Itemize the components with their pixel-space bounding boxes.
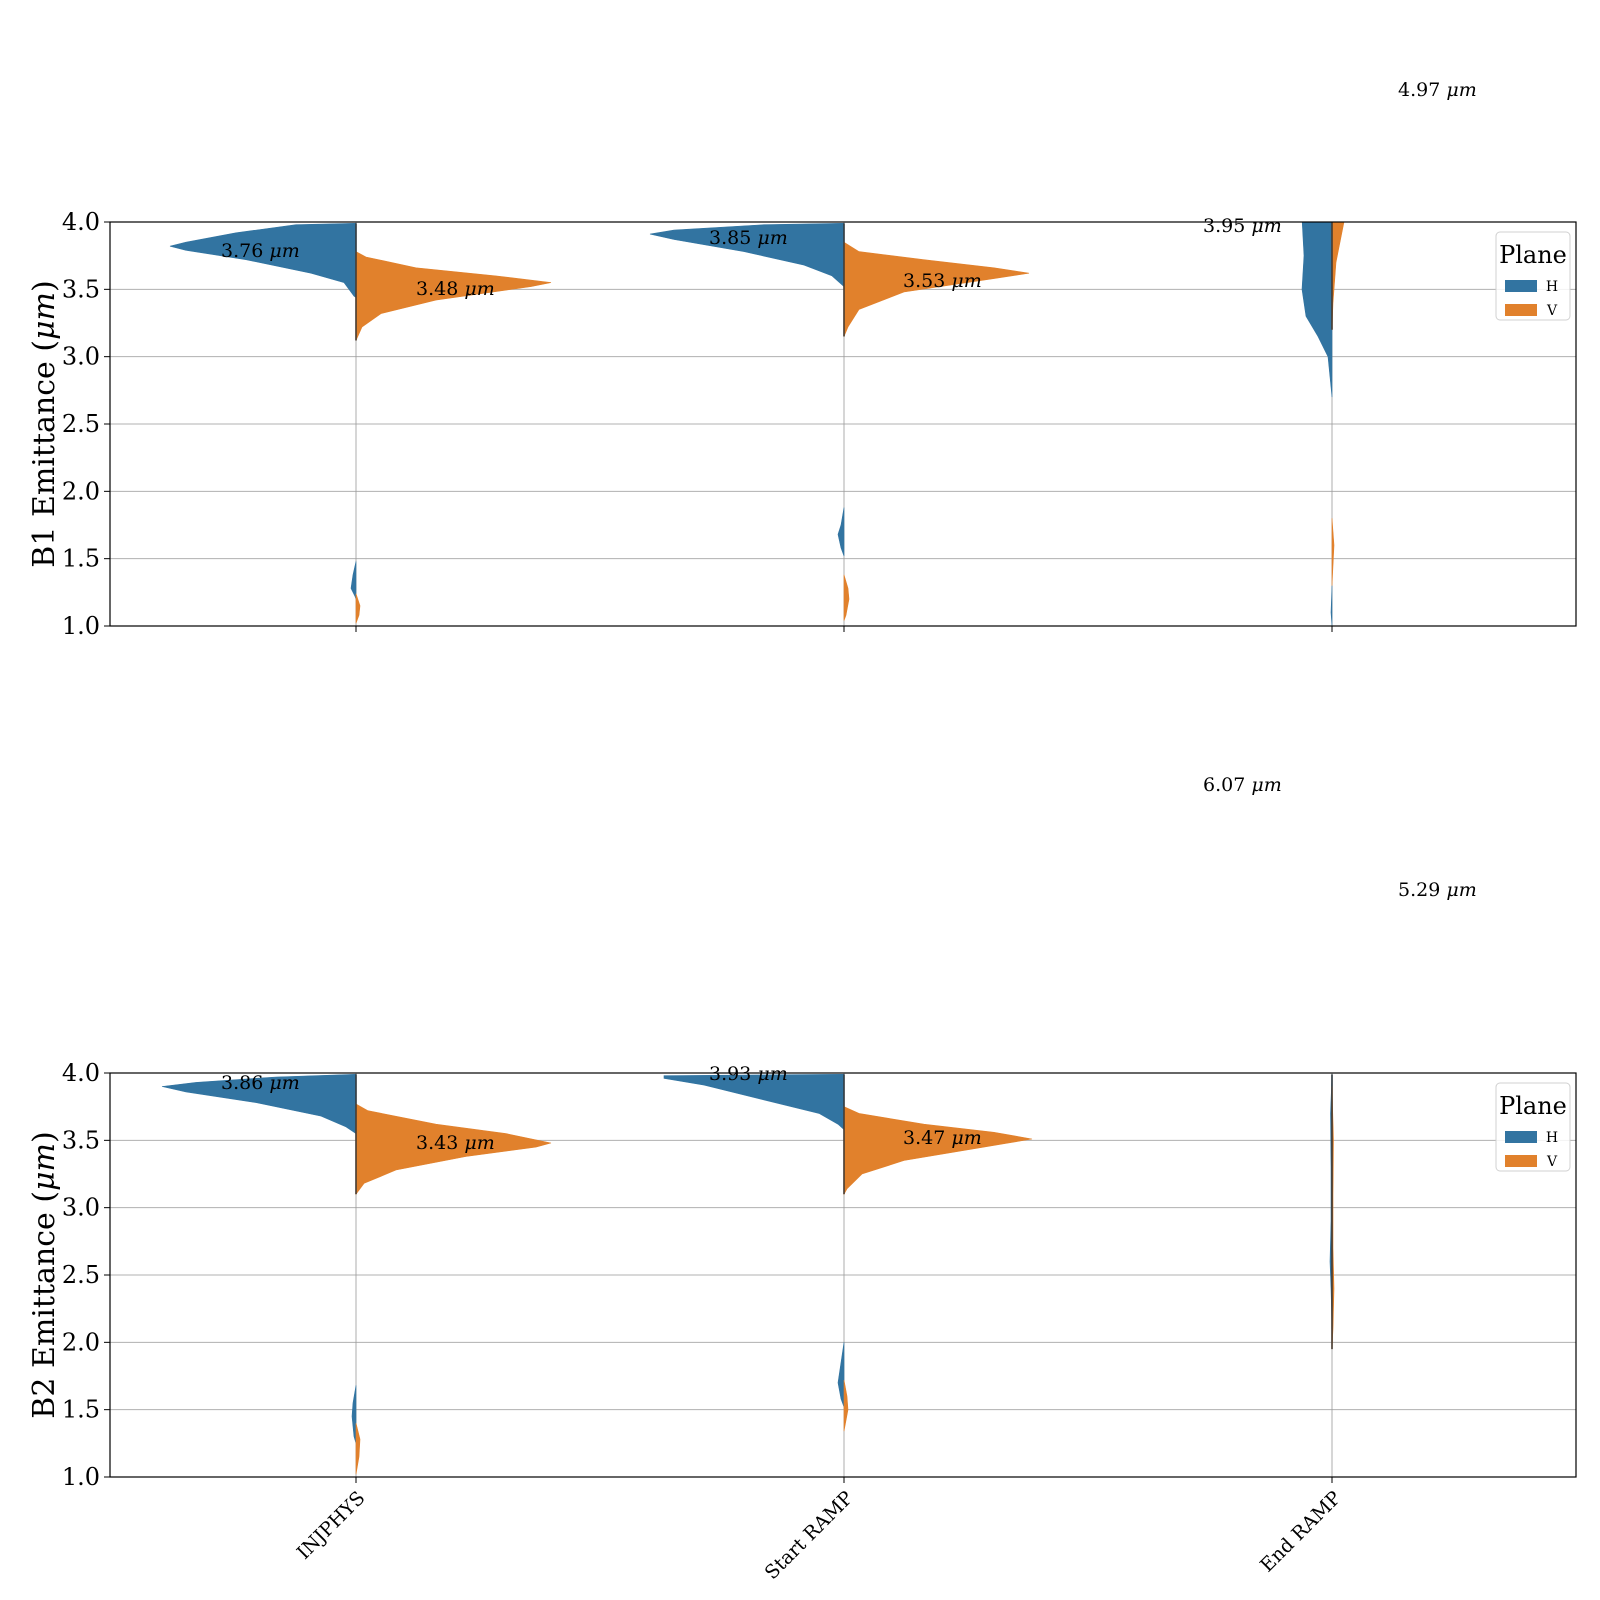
violin-h-2 [1301,222,1333,398]
legend: Plane HV [1495,231,1571,321]
y-tick-label: 2.0 [62,477,100,505]
median-annotation: 3.48 μm [416,278,495,300]
y-tick-label: 1.5 [62,545,100,573]
y-tick-label: 3.5 [62,275,100,303]
y-tick-label: 3.5 [62,1126,100,1154]
legend-label-h: H [1546,279,1558,295]
violin-h-tail-2 [1330,585,1333,626]
median-annotation: 5.29 μm [1398,879,1477,901]
violin-v-1 [843,241,1030,337]
violin-h-tail-1 [837,1342,845,1408]
violin-h-0 [161,1073,357,1135]
median-annotation: 3.86 μm [221,1072,300,1094]
violin-h-tail-0 [351,1385,357,1444]
y-tick-label: 3.0 [62,343,100,371]
violin-v-tail-1 [843,574,850,621]
legend-title: Plane [1499,241,1567,269]
y-tick-label: 3.0 [62,1194,100,1222]
legend-swatch-v [1505,1155,1537,1167]
violin-h-tail-0 [350,561,357,600]
median-annotation: 3.43 μm [416,1132,495,1154]
x-tick-label: Start RAMP [761,1487,858,1584]
y-tick-label: 2.0 [62,1328,100,1356]
violins [161,1073,1335,1477]
legend-label-v: V [1546,303,1558,319]
violin-v-2 [1331,222,1345,330]
x-tick-label: INJPHYS [293,1487,370,1564]
median-annotation: 3.85 μm [709,227,788,249]
legend-title: Plane [1499,1092,1567,1120]
y-axis-label: B1 Emittance (μm) [27,280,62,567]
violin-h-1 [649,222,845,288]
median-annotation: 3.47 μm [903,1127,982,1149]
panel-2: 1.0 1.5 2.0 2.5 3.0 3.5 4.0 B2 Emittance (μm) Pl… [27,1059,1577,1491]
median-annotation: 3.95 μm [1203,215,1282,237]
legend-swatch-h [1505,280,1537,292]
violin-v-tail-0 [355,1423,361,1475]
violin-v-tail-0 [355,593,361,624]
violin-h-1 [663,1073,845,1131]
violins [169,222,1345,626]
y-tick-label: 2.5 [62,410,100,438]
legend: Plane HV [1495,1082,1571,1172]
violin-h-0 [169,222,357,298]
legend-box [1495,231,1571,321]
median-annotation: 3.76 μm [221,240,300,262]
violin-h-tail-1 [837,507,845,557]
legend-label-v: V [1546,1154,1558,1170]
y-tick-label: 2.5 [62,1261,100,1289]
median-annotation: 4.97 μm [1398,79,1477,101]
violin-v-tail-2 [1331,518,1335,586]
y-tick-label: 4.0 [62,1059,100,1087]
median-annotation: 3.53 μm [903,270,982,292]
y-tick-label: 4.0 [62,208,100,236]
y-axis-label: B2 Emittance (μm) [27,1131,62,1418]
violin-v-1 [843,1106,1033,1196]
violin-v-0 [355,1103,552,1196]
legend-swatch-h [1505,1131,1537,1143]
legend-box [1495,1082,1571,1172]
legend-label-h: H [1546,1130,1558,1146]
panel-1: 1.0 1.5 2.0 2.5 3.0 3.5 4.0 B1 Emittance (μm) Pl… [27,208,1577,640]
violin-v-0 [355,251,552,341]
median-annotation: 6.07 μm [1203,774,1282,796]
legend-swatch-v [1505,304,1537,316]
y-tick-label: 1.5 [62,1396,100,1424]
median-annotation: 3.93 μm [709,1063,788,1085]
y-tick-label: 1.0 [62,1463,100,1491]
violin-v-tail-1 [843,1379,849,1432]
y-tick-label: 1.0 [62,612,100,640]
x-tick-label: End RAMP [1256,1487,1346,1577]
